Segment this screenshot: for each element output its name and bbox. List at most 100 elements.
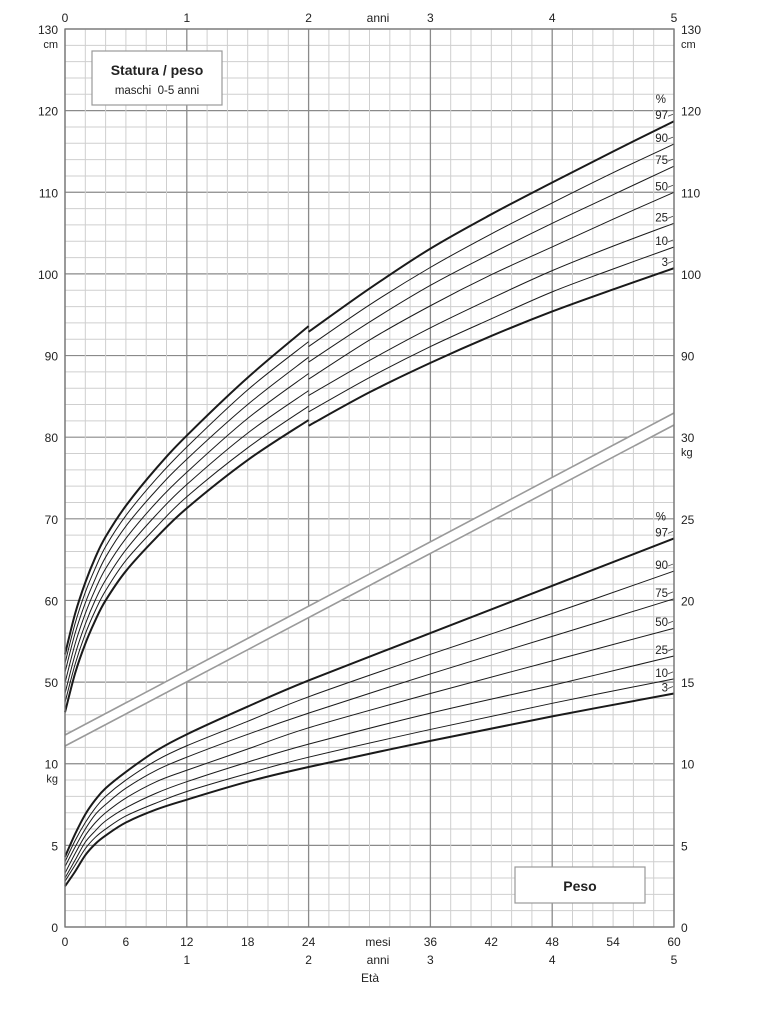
height-curve-p90-height	[308, 143, 675, 347]
x_year_ticks_bottom-label: 4	[549, 953, 556, 967]
left_ticks-tick-label: 10	[45, 758, 59, 772]
x_month_ticks-label: 0	[62, 935, 69, 949]
x_month_ticks-label: 48	[546, 935, 560, 949]
percentile-label: 50	[655, 617, 668, 629]
x_year_ticks_top-label: 0	[62, 11, 69, 25]
band-fill	[65, 413, 674, 746]
right_ticks-tick-label: 10	[681, 758, 695, 772]
x_year_ticks_bottom-label: 1	[183, 953, 190, 967]
height-curve-p97-height	[308, 120, 675, 333]
right_ticks-tick-label: 130	[681, 23, 701, 37]
weight-curve-p25	[64, 655, 675, 879]
right_ticks-tick-label: 90	[681, 350, 695, 364]
left_ticks-tick-label: 80	[45, 431, 59, 445]
percentile-label: 10	[655, 668, 668, 680]
weight-curve-p75	[64, 598, 675, 867]
percentile-tick	[667, 136, 674, 140]
x_year_ticks_bottom-label: 5	[671, 953, 678, 967]
percentile-label: 90	[655, 560, 668, 572]
x_month_ticks-label: 54	[606, 935, 620, 949]
percentile-tick	[667, 158, 674, 162]
x_year_ticks_top-label: 3	[427, 11, 434, 25]
height-curve-p10-length	[64, 405, 309, 703]
percentile-tick	[667, 113, 674, 117]
right_ticks-tick-label: 100	[681, 268, 701, 282]
right_ticks-unit-label: kg	[681, 447, 693, 459]
percentile-tick	[667, 215, 674, 219]
percentile-label: 97	[655, 527, 668, 539]
right_ticks-unit-label: cm	[681, 39, 696, 51]
height-curve-p50-height	[308, 191, 675, 380]
percentile-tick	[667, 620, 674, 624]
height-percent-symbol: %	[656, 94, 666, 106]
left_ticks-tick-label: 110	[39, 186, 58, 200]
left_ticks-unit-label: kg	[46, 774, 58, 786]
percentile-label: 90	[655, 133, 668, 145]
weight-curve-p3	[64, 692, 675, 887]
plot-frame	[64, 28, 675, 928]
percentile-label: 97	[655, 110, 668, 122]
weight-curve-p97	[64, 537, 675, 858]
scale-break-band	[64, 412, 675, 747]
left_ticks-tick-label: 5	[51, 839, 58, 853]
percentile-tick	[667, 671, 674, 675]
height-curve-p3-height	[308, 267, 675, 427]
band-edge-lower	[64, 424, 675, 747]
grid	[64, 28, 675, 928]
percentile-label: 3	[662, 683, 668, 695]
left_ticks-tick-label: 70	[45, 513, 59, 527]
left_ticks-tick-label: 120	[38, 105, 58, 119]
right_ticks-tick-label: 5	[681, 839, 688, 853]
chart-title: Statura / peso	[111, 62, 204, 78]
weight-curve-p10	[64, 678, 675, 882]
x_month_ticks-label: mesi	[365, 935, 390, 949]
chart-subtitle: maschi 0-5 anni	[115, 85, 199, 97]
x_month_ticks-label: 6	[123, 935, 130, 949]
weight-box-label: Peso	[563, 878, 596, 894]
left_ticks-tick-label: 90	[45, 350, 59, 364]
percentile-label: 10	[655, 236, 668, 248]
percentile-label: 25	[655, 212, 668, 224]
weight-curve-p90	[64, 570, 675, 862]
weight-box: Peso	[514, 866, 646, 904]
left_ticks-tick-label: 50	[45, 676, 59, 690]
height-curve-p10-height	[308, 246, 675, 413]
weight-percent-symbol: %	[656, 511, 666, 523]
percentile-tick	[667, 563, 674, 567]
right_ticks-tick-label: 25	[681, 513, 695, 527]
percentile-label: 75	[655, 155, 668, 167]
height-curve-p97-length	[64, 325, 310, 655]
percentile-label: 50	[655, 181, 668, 193]
percentile-curves	[64, 120, 675, 887]
x_year_ticks_top-label: 2	[305, 11, 312, 25]
x_month_ticks-label: 36	[424, 935, 438, 949]
left_ticks-tick-label: 60	[45, 594, 59, 608]
left_ticks-tick-label: 0	[51, 921, 58, 935]
height-curve-p25-height	[308, 222, 675, 396]
percentile-label: 3	[662, 257, 668, 269]
percentile-tick	[667, 184, 674, 188]
left_ticks-tick-label: 130	[38, 23, 58, 37]
right_ticks-tick-label: 0	[681, 921, 688, 935]
height-curve-p50-length	[64, 373, 309, 684]
percentile-tick	[667, 260, 674, 264]
percentile-tick	[667, 239, 674, 243]
x_month_ticks-label: 60	[667, 935, 681, 949]
left_ticks-unit-label: cm	[43, 39, 58, 51]
x_month_ticks-label: 18	[241, 935, 255, 949]
percentile-tick	[667, 648, 674, 652]
title-box: Statura / peso maschi 0-5 anni	[91, 50, 223, 106]
axis-labels: 31025507590973102550759097%%130cm1201101…	[38, 11, 701, 985]
x_year_ticks_top-label: anni	[367, 11, 390, 25]
percentile-label: 25	[655, 645, 668, 657]
percentile-label: 75	[655, 588, 668, 600]
x_year_ticks_top-label: 1	[183, 11, 190, 25]
height-curve-p75-height	[308, 165, 675, 363]
weight-curve-p50	[64, 627, 675, 874]
right_ticks-tick-label: 20	[681, 594, 695, 608]
x_year_ticks_top-label: 4	[549, 11, 556, 25]
right_ticks-tick-label: 110	[681, 186, 700, 200]
left_ticks-tick-label: 100	[38, 268, 58, 282]
height-curve-p3-length	[64, 419, 310, 713]
